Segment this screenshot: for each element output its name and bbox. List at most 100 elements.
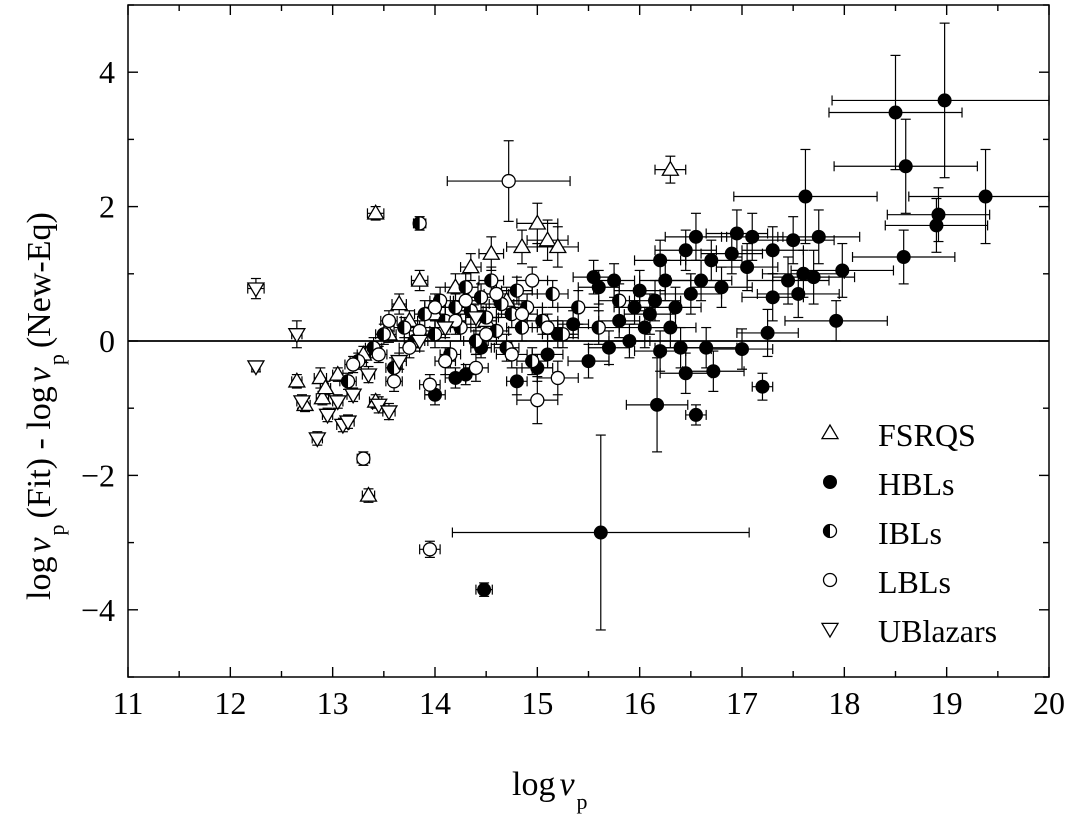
x-axis-title-subscript: p (577, 789, 588, 814)
lbl-point (525, 273, 540, 288)
ibl-point (545, 286, 560, 302)
hbl-point (627, 300, 642, 315)
hbl-point (931, 207, 946, 222)
lbl-point (422, 377, 438, 392)
ibl-point (412, 216, 427, 231)
lbl-point (489, 286, 504, 302)
fsrq-point (316, 378, 335, 395)
lbl-point (504, 347, 519, 362)
ibl-point (397, 320, 412, 335)
ibl-point (571, 300, 586, 315)
hbl-point (650, 397, 665, 412)
ublazar-point (287, 328, 306, 344)
x-tick-label: 20 (1033, 685, 1065, 721)
hbl-point (898, 159, 913, 174)
y-tick-label: 2 (99, 189, 115, 225)
lbl-point (540, 320, 555, 335)
marker-layer (246, 93, 993, 597)
lbl-point (458, 293, 473, 308)
hbl-point (786, 233, 801, 248)
lbl-point (530, 392, 545, 408)
ublazar-point (379, 405, 399, 421)
x-tick-label: 16 (624, 685, 656, 721)
fsrq-point (359, 486, 378, 502)
legend-label-lbl: LBLs (878, 564, 951, 600)
y-axis-title-subscript: p (44, 524, 69, 535)
hbl-point (829, 313, 844, 328)
ibl-point (448, 300, 463, 315)
hbl-point (458, 367, 473, 382)
ibl-point (376, 327, 391, 342)
hbl-point (724, 246, 739, 261)
ibl-point (458, 280, 473, 295)
fsrq-point (538, 230, 557, 247)
hbl-point (896, 250, 911, 264)
ibl-point (514, 320, 530, 335)
fsrq-point (661, 160, 680, 176)
hbl-point (591, 280, 606, 295)
fsrq-point (287, 372, 306, 388)
hbl-point (729, 226, 744, 241)
hbl-point (694, 273, 709, 288)
y-tick-label: −2 (81, 457, 115, 493)
ublazar-point (343, 388, 363, 405)
ublazar-point (318, 408, 337, 425)
legend-label-ibl: IBLs (878, 515, 942, 551)
hbl-point (806, 270, 821, 285)
fsrq-point (548, 237, 567, 254)
fsrq-point (366, 204, 385, 220)
y-axis-title-part: (New-Eq) (21, 212, 58, 348)
y-axis-title-subscript: p (44, 354, 69, 365)
x-tick-label: 15 (521, 685, 553, 721)
hbl-point (678, 366, 693, 381)
hbl-point (765, 290, 780, 305)
hbl-point (888, 105, 903, 120)
ublazar-point (328, 395, 347, 411)
legend-marker-fsrq (820, 423, 840, 440)
legend-marker-hbl (823, 475, 837, 489)
lbl-point (438, 354, 453, 369)
lbl-point (402, 340, 417, 355)
hbl-point (706, 364, 721, 379)
hbl-point (683, 286, 698, 301)
hbl-point (937, 93, 952, 108)
y-axis-title-nu: ν (21, 537, 58, 553)
ibl-point (591, 320, 606, 335)
lbl-point (514, 306, 530, 322)
ibl-point (417, 306, 432, 322)
ublazar-point (292, 395, 312, 411)
fsrq-point (311, 368, 330, 385)
hbl-point (540, 347, 555, 362)
y-tick-label: 4 (99, 54, 115, 90)
x-axis-title-log: log (512, 766, 555, 803)
hbl-point (781, 273, 796, 288)
fsrq-point (390, 294, 409, 311)
lbl-point (371, 347, 386, 362)
ublazar-point (390, 354, 409, 371)
hbl-point (593, 525, 608, 540)
legend-marker-ublazar (820, 622, 840, 639)
hbl-point (978, 189, 993, 204)
legend-marker-ibl (822, 523, 838, 539)
lbl-point (468, 360, 484, 376)
ibl-point (484, 273, 499, 288)
ublazar-point (436, 321, 455, 337)
hbl-point (653, 344, 668, 359)
y-axis-title-nu: ν (21, 366, 58, 382)
hbl-point (668, 300, 683, 315)
ublazar-point (410, 334, 429, 351)
tick-label-layer: 11 12 13 14 15 16 17 18 19 20 −4 −2 0 2 4 (81, 54, 1065, 721)
lbl-point (381, 313, 397, 328)
hbl-point (673, 340, 688, 355)
hbl-point (760, 325, 775, 340)
legend-label-fsrq: FSRQS (878, 417, 976, 453)
ibl-point (509, 283, 525, 298)
ibl-point (555, 327, 571, 342)
ibl-point (468, 333, 484, 349)
x-axis-title-nu: ν (559, 766, 575, 803)
ibl-point (612, 293, 627, 308)
ublazar-point (246, 360, 266, 376)
x-tick-label: 17 (726, 685, 758, 721)
lbl-point (479, 327, 494, 342)
